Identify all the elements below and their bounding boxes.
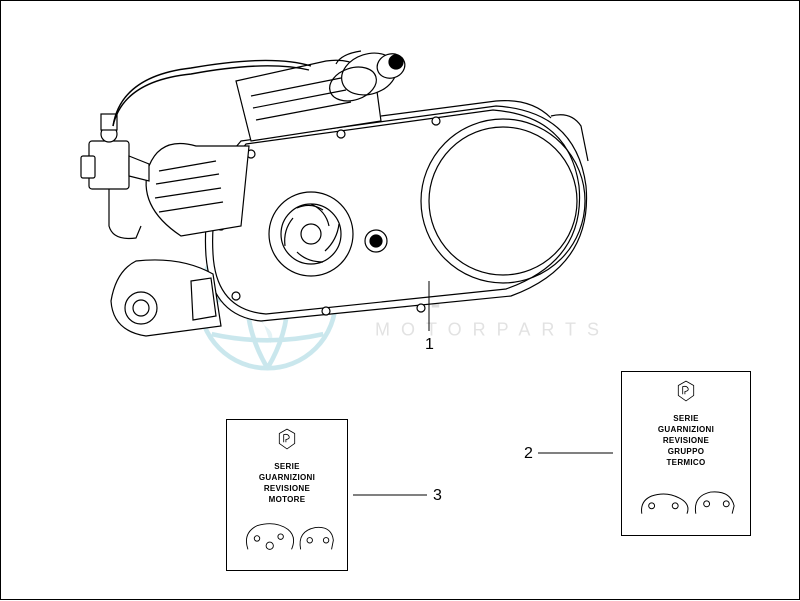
package-2-line-4: TERMICO [632, 457, 740, 468]
engine-assembly-drawing [41, 26, 601, 356]
package-3-text: SERIE GUARNIZIONI REVISIONE MOTORE [237, 461, 337, 505]
callout-number-3: 3 [433, 487, 442, 504]
package-2-line-0: SERIE [632, 413, 740, 424]
gasket-illustration-icon [632, 476, 740, 516]
package-3-line-1: GUARNIZIONI [237, 472, 337, 483]
package-3-line-0: SERIE [237, 461, 337, 472]
package-3-line-3: MOTORE [237, 494, 337, 505]
package-2-line-2: REVISIONE [632, 435, 740, 446]
piaggio-logo-icon [675, 380, 697, 402]
gasket-package-thermal-group: SERIE GUARNIZIONI REVISIONE GRUPPO TERMI… [621, 371, 751, 536]
package-2-line-1: GUARNIZIONI [632, 424, 740, 435]
callout-number-2: 2 [524, 445, 533, 462]
gasket-illustration-icon [237, 513, 337, 553]
gasket-package-engine: SERIE GUARNIZIONI REVISIONE MOTORE [226, 419, 348, 571]
package-2-text: SERIE GUARNIZIONI REVISIONE GRUPPO TERMI… [632, 413, 740, 468]
package-3-line-2: REVISIONE [237, 483, 337, 494]
package-2-line-3: GRUPPO [632, 446, 740, 457]
parts-diagram-container: OEM MOTORPARTS [1, 1, 799, 599]
piaggio-logo-icon [276, 428, 298, 450]
engine-svg [41, 26, 601, 356]
